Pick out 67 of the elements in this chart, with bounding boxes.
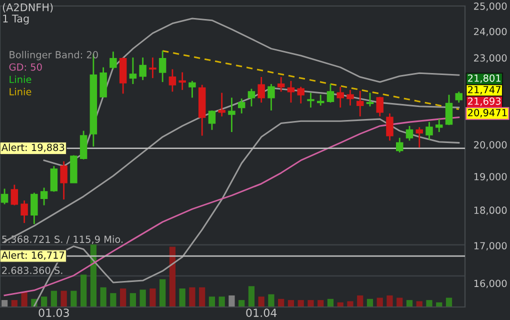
candlestick [287,80,295,104]
chart-title: (A2DNFH) [2,3,53,12]
candlestick [10,184,18,206]
candlestick [40,187,48,206]
text: 21,747 [468,86,501,94]
y-tick-label: 17,000 [474,242,507,250]
candlestick [297,86,304,104]
text: 1 Tag [3,14,29,24]
ref-line-label: 2.683.360 S. [2,266,62,274]
candlestick [50,165,58,192]
candlestick [168,68,176,92]
candlestick [60,160,68,200]
annotation: Linie [10,76,32,84]
candlestick [20,200,28,224]
text: 21,693 [468,97,501,106]
y-tick-label: 24,000 [474,28,507,36]
candlestick [238,98,246,114]
y-tick-label: 16,000 [474,280,507,288]
y-tick-label: 23,000 [474,54,507,63]
candlestick [426,121,433,140]
candlestick [258,76,265,104]
candlestick [277,76,285,92]
candlestick [436,118,443,133]
y-tick-label: 18,000 [474,206,507,215]
candlestick [445,94,453,126]
candlestick [139,56,146,81]
ref-line-label: Alert: 16,717 [1,251,64,260]
candlestick [268,83,275,112]
candlestick [396,137,404,154]
candlestick [346,89,354,106]
ref-line-label: Alert: 19,883 [1,144,64,152]
candlestick [248,88,256,108]
candlestick [208,110,216,131]
candlestick [416,126,423,148]
x-tick-label: 01.03 [38,308,69,317]
candlestick [336,86,344,108]
candlestick [366,92,374,108]
candlestick [356,90,364,118]
x-tick-label: 01.04 [246,308,277,317]
candlestick [129,56,137,85]
candlestick [307,92,314,108]
candlestick [30,192,38,225]
candlestick [158,50,166,83]
candlestick [218,92,226,118]
candlestick [178,72,186,91]
candlestick [228,96,236,133]
text: 21,801 [468,74,500,83]
candlestick [406,125,414,142]
candlestick [188,80,196,98]
series-label: Bollinger Band: 20 [10,50,98,60]
text: GD: 50 [9,63,42,71]
text: 20,9471 [468,108,507,118]
candlestick [149,56,156,79]
y-tick-label: 25,000 [474,2,507,11]
y-tick-label: 20,000 [474,141,507,150]
candlestick [316,94,324,106]
line-series [4,87,460,242]
candlestick [455,90,462,104]
candlestick [100,66,107,98]
candlestick [0,188,8,205]
candlestick [110,50,117,70]
candlestick [376,96,384,118]
y-tick-label: 19,000 [474,172,507,182]
candlestick [326,83,334,104]
candlestick [386,112,394,142]
candlestick [80,130,88,160]
text: Linie [10,88,32,96]
